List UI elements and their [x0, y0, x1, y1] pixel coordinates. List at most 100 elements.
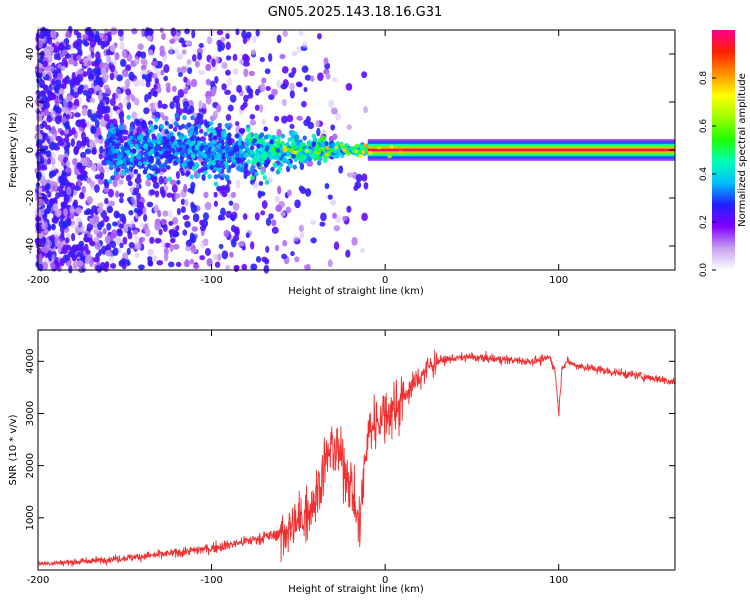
spectrogram-cell — [273, 115, 280, 122]
spectrogram-cell — [105, 243, 112, 252]
spectrogram-cell — [201, 103, 207, 109]
spectrogram-cell — [280, 133, 286, 139]
spectrogram-cell — [161, 103, 168, 110]
snr-y-tick-label: 3000 — [25, 401, 36, 426]
spectrogram-cell — [134, 176, 142, 185]
spectrogram-cell — [36, 62, 42, 68]
spectrogram-cell — [37, 225, 43, 234]
spectrogram-cell — [99, 166, 104, 173]
spectrogram-cell — [133, 168, 138, 174]
spectrogram-cell — [119, 242, 124, 249]
spectrogram-cell — [63, 193, 70, 203]
spectrogram-cell — [133, 187, 140, 194]
spectrogram-cell — [148, 260, 154, 267]
spectrogram-cell — [289, 123, 295, 130]
spectrogram-cell — [82, 122, 87, 128]
spectrogram-cell — [222, 131, 228, 137]
spectrogram-cell — [129, 220, 135, 228]
spectrogram-cell — [230, 238, 237, 248]
snr-data-point — [506, 359, 508, 361]
spectrogram-cell — [109, 72, 115, 81]
spectrogram-cell — [291, 67, 297, 75]
spectrogram-cell — [66, 218, 72, 227]
spectrogram-cell — [286, 114, 294, 123]
spectrogram-cell — [144, 74, 151, 83]
spectrogram-cell — [294, 199, 301, 209]
spectrogram-cell — [261, 118, 267, 126]
snr-data-point — [106, 558, 109, 561]
spectrogram-cell — [41, 261, 49, 271]
spectrogram-cell — [226, 179, 232, 185]
spectrogram-cell — [80, 255, 86, 262]
spectrogram-cell — [112, 247, 119, 256]
snr-data-point — [367, 433, 369, 435]
spectrogram-cell — [39, 123, 45, 129]
snr-data-point — [419, 376, 421, 378]
spectrogram-cell — [354, 181, 362, 189]
snr-data-point — [297, 522, 299, 524]
spectrogram-cell — [51, 254, 56, 262]
spectrogram-cell — [58, 219, 66, 228]
spectrogram-cell — [198, 69, 206, 75]
spectrogram-cell — [68, 58, 75, 65]
spectrogram-cell — [131, 111, 138, 120]
spectrogram-cell — [66, 244, 72, 251]
spectrogram-cell — [172, 216, 179, 225]
spectrogram-cell — [86, 177, 92, 184]
spectrogram-cell — [103, 28, 109, 34]
spectrogram-cell — [318, 137, 323, 143]
spectrogram-y-tick-label: 40 — [25, 48, 36, 61]
spectrogram-cell — [94, 242, 102, 250]
spectrogram-cell — [244, 141, 250, 147]
spectrogram-cell — [35, 72, 43, 79]
spectrogram-cell — [169, 244, 174, 253]
spectrogram-cell — [260, 154, 266, 160]
spectrogram-cell — [169, 179, 177, 186]
spectrogram-cell — [197, 52, 203, 61]
spectrogram-cell — [275, 204, 283, 213]
spectrogram-cell — [213, 174, 219, 180]
spectrogram-cell — [236, 179, 241, 189]
spectrogram-cell — [212, 129, 217, 135]
spectrogram-cell — [103, 113, 110, 122]
spectrogram-cell — [363, 147, 368, 152]
spectrogram-cell — [185, 239, 192, 247]
spectrogram-cell — [259, 132, 265, 138]
spectrogram-cell — [204, 248, 211, 256]
spectrogram-cell — [42, 94, 48, 102]
spectrogram-cell — [341, 147, 347, 152]
spectrogram-cell — [199, 224, 207, 232]
spectrogram-cell — [40, 221, 46, 230]
spectrogram-cell — [320, 146, 325, 151]
spectrogram-cell — [146, 35, 152, 41]
spectrogram-cell — [233, 226, 240, 236]
spectrogram-cell — [239, 129, 245, 135]
spectrogram-cell — [333, 225, 341, 232]
snr-data-point — [315, 496, 317, 498]
snr-x-tick-label: -200 — [27, 575, 50, 586]
spectrogram-cell — [285, 206, 292, 214]
spectrogram-cell — [220, 207, 226, 217]
spectrogram-cell — [278, 162, 284, 168]
spectrogram-cell — [111, 133, 117, 139]
spectrogram-cell — [221, 173, 226, 179]
spectrogram-cell — [82, 89, 88, 96]
spectrogram-cell — [46, 205, 51, 215]
snr-y-tick-label: 4000 — [25, 349, 36, 374]
spectrogram-cell — [154, 151, 160, 157]
spectrogram-cell — [163, 252, 169, 262]
spectrogram-cell — [65, 114, 71, 120]
spectrogram-cell — [232, 53, 238, 62]
spectrogram-cell — [304, 74, 312, 81]
spectrogram-cell — [205, 123, 210, 129]
spectrogram-cell — [260, 210, 266, 216]
spectrogram-cell — [134, 118, 140, 125]
spectrogram-cell — [203, 162, 208, 168]
spectrogram-cell — [47, 54, 53, 64]
snr-data-point — [644, 376, 647, 378]
snr-data-point — [72, 561, 74, 563]
spectrogram-cell — [159, 154, 164, 160]
spectrogram-cell — [334, 215, 341, 223]
spectrogram-cell — [316, 160, 322, 166]
spectrogram-cell — [69, 206, 75, 214]
